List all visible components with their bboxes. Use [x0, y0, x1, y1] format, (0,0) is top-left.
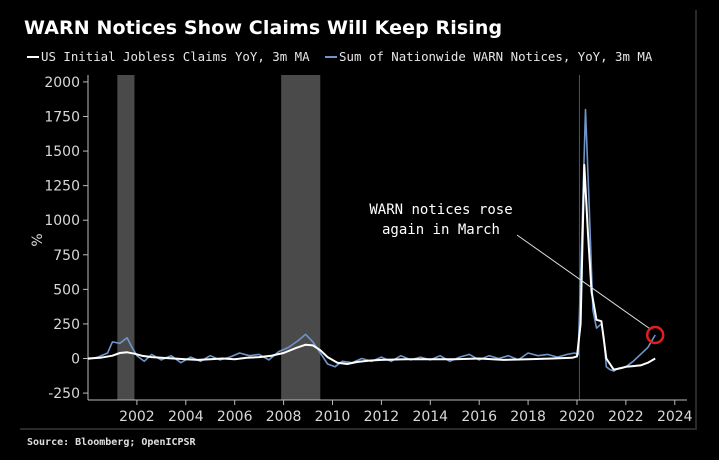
legend-item-warn: Sum of Nationwide WARN Notices, YoY, 3m … [325, 49, 652, 64]
annotation-circle [645, 325, 665, 345]
legend-label-claims: US Initial Jobless Claims YoY, 3m MA [41, 49, 310, 64]
annotation-pointer [516, 234, 651, 330]
y-tick-label-2: 250 [53, 317, 80, 333]
x-tick-label-1: 2004 [168, 409, 204, 425]
annotation-line-1: again in March [382, 222, 500, 238]
y-tick-label-1: 0 [71, 352, 80, 368]
x-tick-label-11: 2024 [657, 409, 693, 425]
x-tick-label-7: 2016 [461, 409, 497, 425]
y-tick-label-0: -250 [48, 386, 80, 402]
y-tick-label-4: 750 [53, 248, 80, 264]
x-tick-label-4: 2010 [315, 409, 351, 425]
legend-swatch-claims [27, 55, 39, 58]
legend-label-warn: Sum of Nationwide WARN Notices, YoY, 3m … [339, 49, 653, 64]
y-tick-label-9: 2000 [44, 75, 80, 91]
legend-item-claims: US Initial Jobless Claims YoY, 3m MA [27, 49, 310, 64]
series-line-0 [87, 163, 656, 371]
source-note: Source: Bloomberg; OpenICPSR [27, 437, 196, 448]
y-tick-label-5: 1000 [44, 213, 80, 229]
x-tick-label-8: 2018 [510, 409, 546, 425]
x-tick-label-9: 2020 [559, 409, 595, 425]
annotation-line-0: WARN notices rose [369, 202, 512, 218]
chart-title: WARN Notices Show Claims Will Keep Risin… [24, 17, 503, 39]
x-tick-label-0: 2002 [119, 409, 155, 425]
recession-band-0 [117, 75, 135, 400]
series-line-1 [87, 108, 656, 372]
y-tick-label-6: 1250 [44, 179, 80, 195]
y-axis-label: % [30, 233, 46, 246]
legend-swatch-warn [325, 55, 338, 58]
x-tick-label-2: 2006 [217, 409, 253, 425]
x-tick-label-3: 2008 [266, 409, 302, 425]
y-tick-label-8: 1750 [44, 109, 80, 125]
y-tick-label-7: 1500 [44, 144, 80, 160]
x-tick-label-6: 2014 [412, 409, 448, 425]
legend: US Initial Jobless Claims YoY, 3m MA Sum… [27, 49, 693, 64]
y-tick-label-3: 500 [53, 282, 80, 298]
x-tick-label-5: 2012 [364, 409, 400, 425]
x-tick-label-10: 2022 [608, 409, 644, 425]
